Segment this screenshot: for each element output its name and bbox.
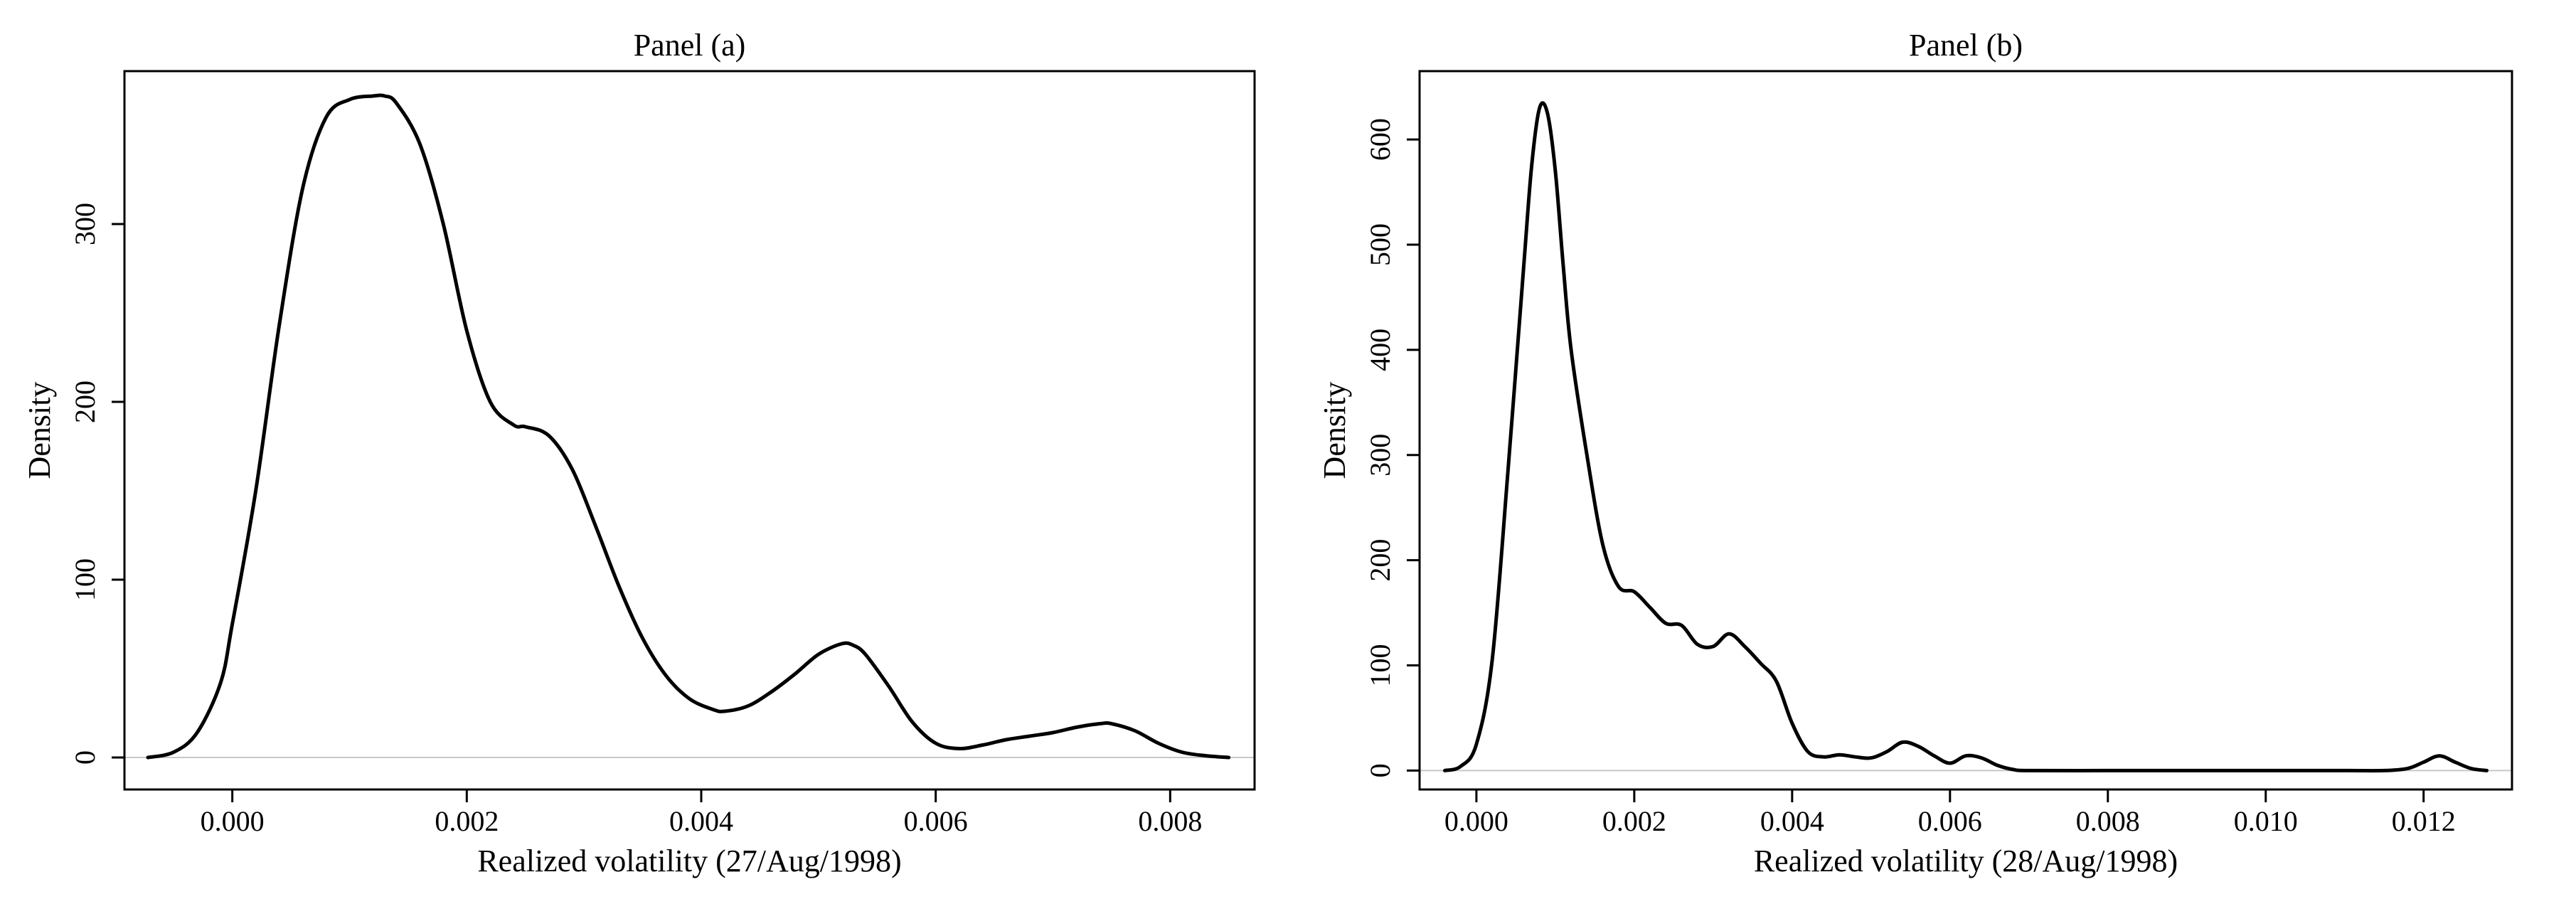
panel-a-y-axis-label: Density — [22, 382, 57, 479]
panel-b-y-tick-label: 500 — [1364, 223, 1396, 266]
chart-panel-a: Panel (a) 0.000 0.002 0.004 0.006 0.008 0 100 20… — [22, 28, 1256, 878]
panel-b-x-tick-label: 0.002 — [1602, 805, 1666, 837]
panel-b-density-curve — [1443, 101, 2489, 773]
panel-a-x-tick-label: 0.000 — [201, 805, 265, 837]
panel-b-x-tick-label: 0.010 — [2234, 805, 2298, 837]
panel-b-x-tick-label: 0.008 — [2076, 805, 2140, 837]
panel-a-x-tick-label: 0.006 — [904, 805, 968, 837]
panel-a-x-tick-label: 0.008 — [1138, 805, 1202, 837]
panel-a-x-tick-label: 0.004 — [669, 805, 733, 837]
panel-b-title: Panel (b) — [1909, 28, 2023, 63]
panel-b-plot-frame — [1418, 70, 2513, 791]
panel-b-x-tick-label: 0.004 — [1760, 805, 1824, 837]
panel-b-y-axis-label: Density — [1317, 382, 1352, 479]
panel-b-x-tick-label: 0.012 — [2392, 805, 2456, 837]
panel-a-x-axis-label: Realized volatility (27/Aug/1998) — [477, 844, 901, 878]
panel-a-y-tick-label: 0 — [69, 750, 101, 765]
panel-a-title: Panel (a) — [634, 28, 746, 63]
panel-b-y-tick-label: 200 — [1364, 539, 1396, 582]
panel-a-x-tick-label: 0.002 — [435, 805, 499, 837]
panel-b-y-tick-label: 300 — [1364, 434, 1396, 477]
panel-b-y-tick-label: 400 — [1364, 329, 1396, 371]
panel-a-y-tick-label: 100 — [69, 558, 101, 601]
panel-b-x-axis-label: Realized volatility (28/Aug/1998) — [1754, 844, 2178, 878]
panel-b-x-tick-label: 0.000 — [1444, 805, 1508, 837]
panel-a-y-tick-label: 300 — [69, 203, 101, 245]
chart-panel-b: Panel (b) 0.000 0.002 0.004 0.006 0.008 0.010 0… — [1317, 28, 2513, 878]
panel-b-y-tick-label: 600 — [1364, 118, 1396, 161]
panel-a-y-tick-label: 200 — [69, 381, 101, 423]
panel-a-plot-frame — [123, 70, 1256, 791]
panel-b-x-tick-label: 0.006 — [1918, 805, 1982, 837]
panel-b-y-tick-label: 0 — [1364, 763, 1396, 777]
panel-b-y-tick-label: 100 — [1364, 644, 1396, 687]
panel-a-density-curve — [146, 93, 1231, 760]
